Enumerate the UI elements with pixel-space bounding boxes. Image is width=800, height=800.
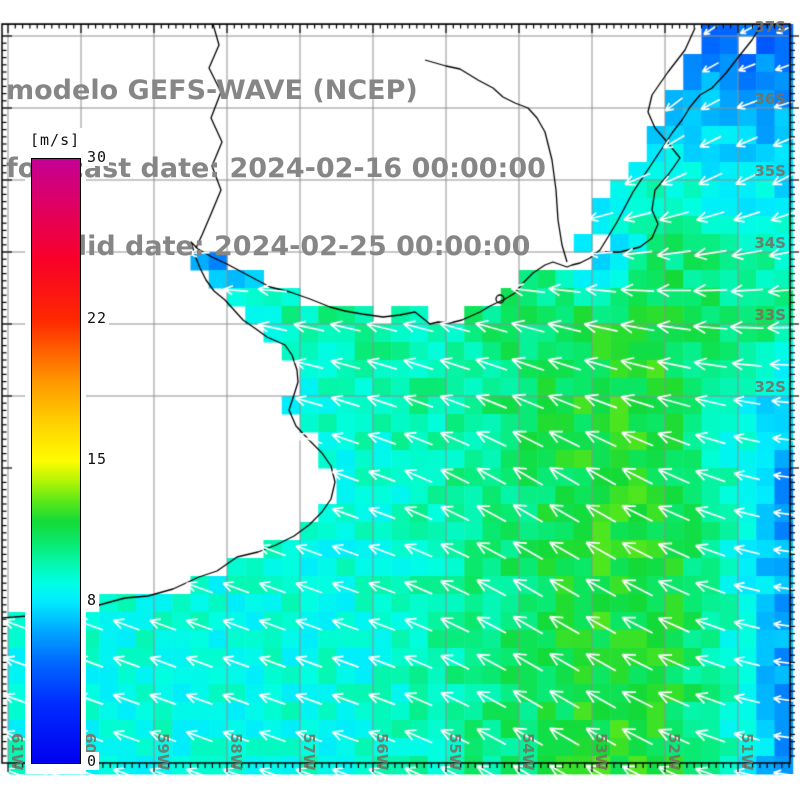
lat-label: 33S: [754, 306, 786, 324]
lat-label: 35S: [754, 162, 786, 180]
model-title: modelo GEFS-WAVE (NCEP): [6, 75, 418, 106]
lon-label: 59W: [154, 733, 172, 771]
lat-label: 36S: [754, 90, 786, 108]
colorbar: [31, 158, 81, 764]
colorbar-tick-label: 0: [85, 752, 100, 770]
lon-label: 56W: [373, 733, 391, 771]
colorbar-tick-label: 15: [85, 450, 110, 468]
lat-label: 37S: [754, 18, 786, 36]
lon-label: 58W: [227, 733, 245, 771]
colorbar-unit-label: [m/s]: [30, 131, 81, 149]
lon-label: 61W: [8, 733, 26, 771]
lon-label: 57W: [300, 733, 318, 771]
title-block: modelo GEFS-WAVE (NCEP) forecast date: 2…: [6, 26, 546, 312]
lon-label: 53W: [592, 733, 610, 771]
colorbar-tick-label: 8: [85, 590, 100, 609]
lat-label: 32S: [754, 378, 786, 396]
lon-label: 55W: [446, 733, 464, 771]
lon-label: 51W: [738, 733, 756, 771]
colorbar-tick-label: 30: [85, 148, 110, 166]
lat-label: 34S: [754, 234, 786, 252]
lon-label: 52W: [665, 733, 683, 771]
lon-label: 54W: [519, 733, 537, 771]
valid-date: valid date: 2024-02-25 00:00:00: [42, 231, 531, 262]
colorbar-tick-label: 22: [85, 309, 110, 328]
